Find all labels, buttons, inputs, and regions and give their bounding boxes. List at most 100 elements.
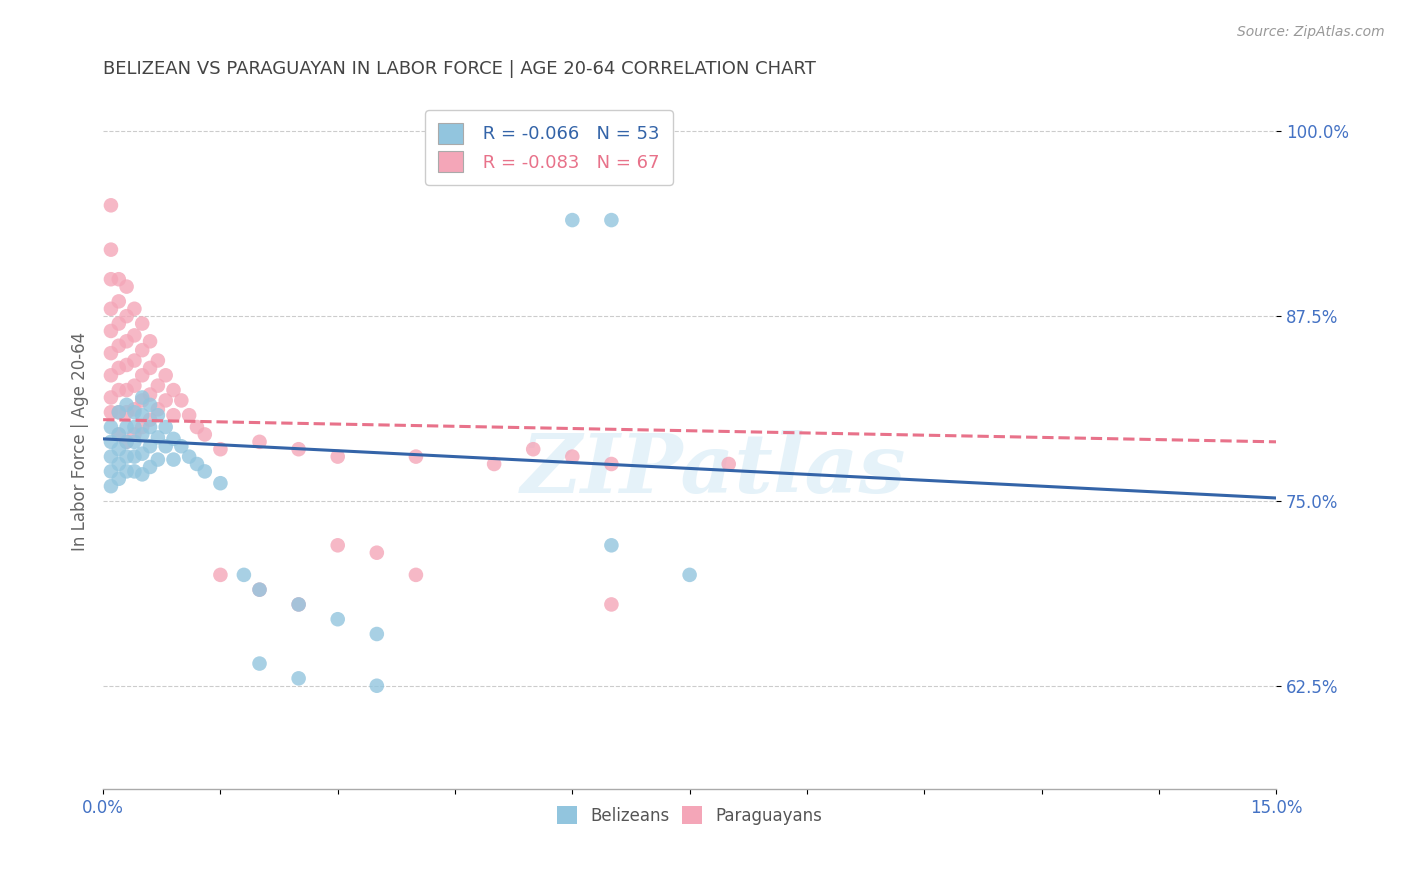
Point: [100, 464, 122, 478]
Point: [107, 427, 129, 442]
Point: [107, 294, 129, 309]
Point: [115, 358, 138, 372]
Point: [162, 452, 184, 467]
Point: [131, 317, 153, 331]
Point: [107, 472, 129, 486]
Point: [131, 467, 153, 482]
Point: [155, 439, 177, 453]
Point: [146, 378, 169, 392]
Point: [107, 360, 129, 375]
Point: [146, 408, 169, 422]
Point: [561, 213, 583, 227]
Point: [162, 408, 184, 422]
Point: [124, 450, 146, 464]
Point: [115, 434, 138, 449]
Point: [124, 434, 146, 449]
Point: [717, 457, 740, 471]
Point: [131, 420, 153, 434]
Point: [366, 627, 388, 641]
Point: [600, 213, 623, 227]
Point: [139, 387, 162, 401]
Point: [155, 420, 177, 434]
Point: [146, 452, 169, 467]
Point: [232, 567, 254, 582]
Point: [186, 420, 208, 434]
Point: [600, 598, 623, 612]
Point: [100, 420, 122, 434]
Point: [115, 309, 138, 323]
Point: [209, 476, 232, 491]
Point: [107, 442, 129, 457]
Point: [249, 582, 271, 597]
Point: [249, 582, 271, 597]
Point: [405, 450, 427, 464]
Point: [100, 405, 122, 419]
Point: [146, 430, 169, 444]
Point: [115, 434, 138, 449]
Point: [115, 383, 138, 397]
Point: [107, 405, 129, 419]
Point: [131, 368, 153, 383]
Point: [170, 439, 193, 453]
Point: [124, 464, 146, 478]
Point: [124, 328, 146, 343]
Point: [326, 612, 349, 626]
Point: [115, 398, 138, 412]
Point: [139, 360, 162, 375]
Point: [249, 434, 271, 449]
Point: [100, 479, 122, 493]
Point: [131, 343, 153, 358]
Point: [561, 450, 583, 464]
Point: [124, 402, 146, 417]
Point: [146, 402, 169, 417]
Point: [107, 457, 129, 471]
Point: [600, 457, 623, 471]
Point: [115, 464, 138, 478]
Point: [287, 671, 309, 685]
Point: [124, 420, 146, 434]
Point: [249, 657, 271, 671]
Point: [124, 378, 146, 392]
Point: [115, 420, 138, 434]
Point: [131, 393, 153, 408]
Point: [100, 243, 122, 257]
Point: [139, 412, 162, 426]
Point: [170, 393, 193, 408]
Point: [100, 272, 122, 286]
Point: [139, 420, 162, 434]
Point: [100, 391, 122, 405]
Point: [155, 368, 177, 383]
Point: [287, 598, 309, 612]
Y-axis label: In Labor Force | Age 20-64: In Labor Force | Age 20-64: [72, 332, 89, 551]
Point: [194, 464, 217, 478]
Point: [179, 450, 201, 464]
Point: [162, 432, 184, 446]
Point: [107, 317, 129, 331]
Point: [131, 391, 153, 405]
Point: [131, 408, 153, 422]
Point: [366, 679, 388, 693]
Point: [600, 538, 623, 552]
Point: [405, 567, 427, 582]
Point: [107, 427, 129, 442]
Point: [100, 346, 122, 360]
Point: [115, 279, 138, 293]
Point: [678, 567, 700, 582]
Point: [107, 405, 129, 419]
Point: [287, 598, 309, 612]
Text: BELIZEAN VS PARAGUAYAN IN LABOR FORCE | AGE 20-64 CORRELATION CHART: BELIZEAN VS PARAGUAYAN IN LABOR FORCE | …: [103, 60, 815, 78]
Point: [100, 301, 122, 316]
Point: [326, 450, 349, 464]
Point: [100, 198, 122, 212]
Point: [100, 368, 122, 383]
Point: [124, 405, 146, 419]
Point: [146, 353, 169, 368]
Point: [194, 427, 217, 442]
Text: Source: ZipAtlas.com: Source: ZipAtlas.com: [1237, 25, 1385, 39]
Point: [139, 334, 162, 349]
Point: [124, 427, 146, 442]
Point: [186, 457, 208, 471]
Text: ZIPatlas: ZIPatlas: [520, 430, 905, 509]
Point: [107, 272, 129, 286]
Point: [287, 442, 309, 457]
